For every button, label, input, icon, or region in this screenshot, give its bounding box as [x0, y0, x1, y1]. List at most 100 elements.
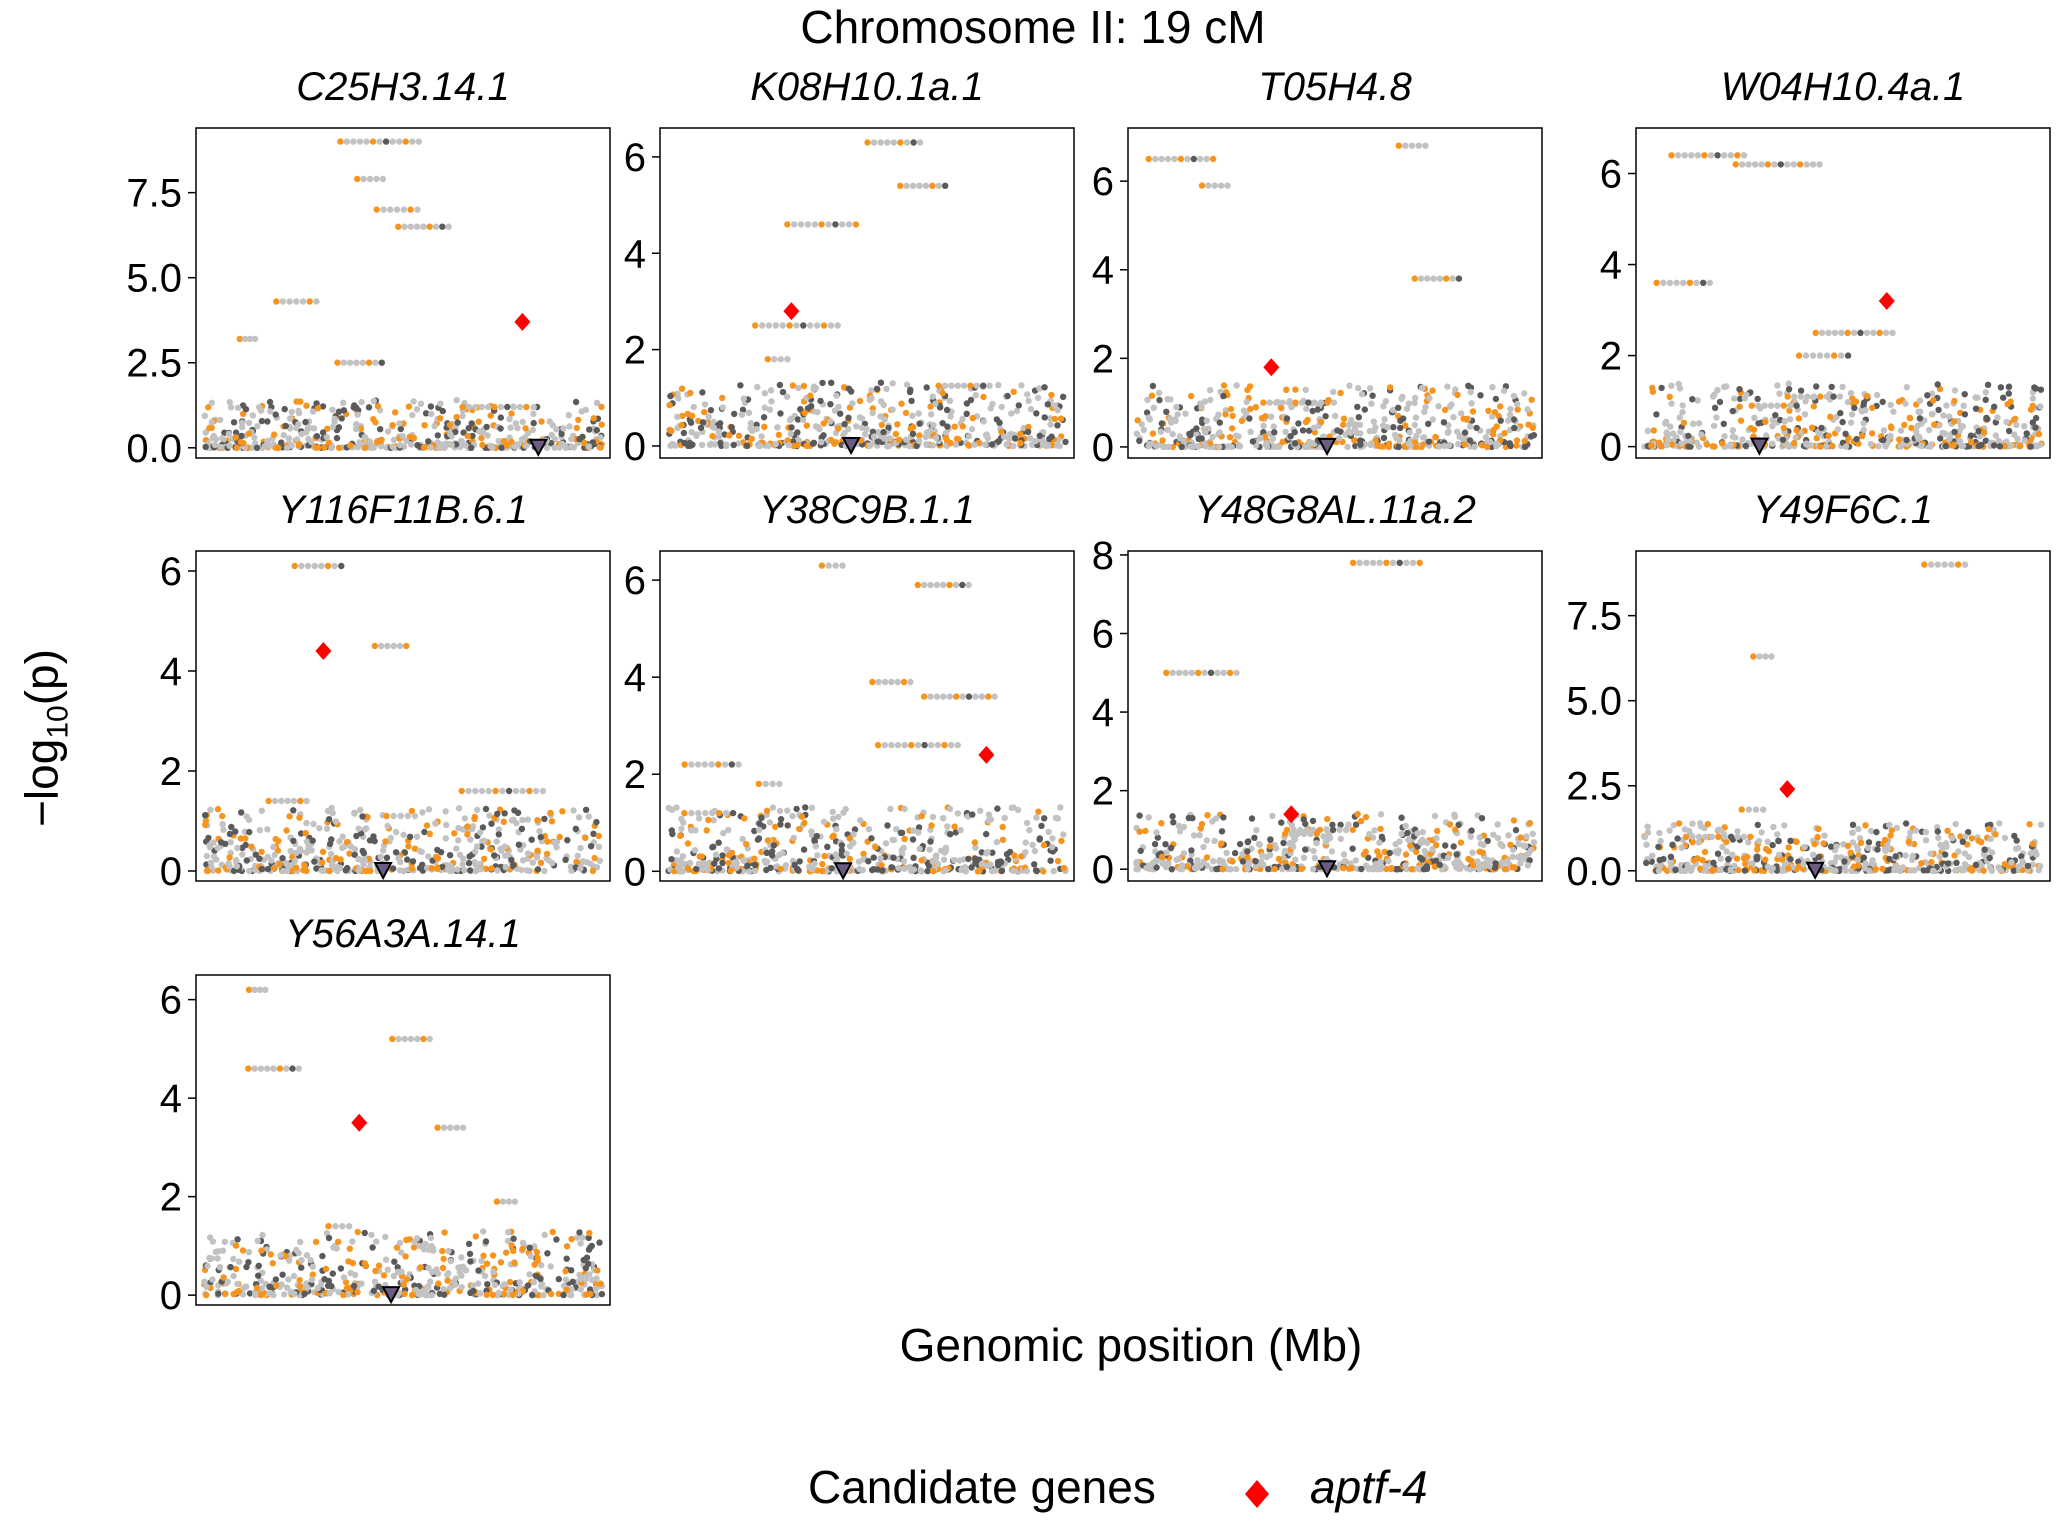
data-point	[1995, 864, 2002, 871]
data-point	[486, 812, 493, 819]
data-point	[1941, 430, 1949, 437]
data-point	[1986, 854, 1993, 862]
data-point	[475, 418, 482, 425]
data-point	[942, 867, 949, 874]
data-point	[1860, 854, 1868, 861]
data-point	[977, 807, 984, 814]
data-point	[1371, 827, 1378, 834]
data-point	[797, 406, 804, 413]
data-point	[1787, 837, 1794, 844]
peak-point	[967, 382, 974, 389]
peak-point	[1281, 830, 1289, 838]
data-point	[347, 442, 354, 449]
data-point	[454, 866, 461, 873]
peak-point	[901, 741, 908, 749]
data-point	[1405, 440, 1413, 447]
data-point	[766, 819, 774, 826]
data-point	[508, 856, 515, 864]
data-point	[1228, 443, 1235, 451]
data-point	[1144, 396, 1151, 403]
data-point	[1287, 433, 1294, 440]
peak-point	[681, 761, 688, 768]
peak-point	[1734, 833, 1741, 840]
data-point	[995, 438, 1002, 445]
data-point	[301, 862, 308, 869]
data-point	[1525, 850, 1532, 857]
data-point	[226, 830, 234, 838]
data-point	[1425, 438, 1433, 445]
data-point	[1022, 839, 1029, 846]
data-point	[1848, 411, 1856, 418]
data-point	[1869, 404, 1876, 411]
peak-point	[900, 678, 908, 686]
data-point	[1352, 857, 1360, 864]
data-point	[800, 416, 807, 423]
data-point	[1142, 827, 1149, 835]
data-point	[303, 402, 310, 409]
data-point	[1260, 422, 1267, 429]
data-point	[1903, 436, 1910, 444]
data-point	[1396, 838, 1403, 845]
data-point	[405, 403, 413, 410]
data-point	[1317, 418, 1325, 425]
data-point	[1807, 442, 1815, 449]
data-point	[1175, 855, 1183, 862]
data-point	[1736, 386, 1743, 393]
panel-Y49F6C.1: Y49F6C.10.02.55.07.5	[1566, 488, 2051, 894]
data-point	[267, 408, 274, 415]
data-point	[1669, 430, 1677, 437]
data-point	[1875, 443, 1882, 450]
data-point	[1997, 384, 2005, 391]
data-point	[1714, 850, 1722, 857]
data-point	[1151, 840, 1159, 848]
data-point	[808, 402, 815, 410]
peak-point	[723, 809, 730, 817]
data-point	[890, 854, 897, 861]
peak-point	[414, 206, 421, 213]
data-point	[1248, 815, 1256, 822]
data-point	[1897, 427, 1905, 434]
data-point	[1036, 836, 1043, 843]
peak-point	[1340, 421, 1347, 428]
data-point	[1884, 439, 1891, 447]
panel-title: Y56A3A.14.1	[285, 912, 521, 956]
data-point	[360, 861, 367, 868]
data-point	[234, 404, 242, 411]
data-point	[272, 835, 279, 843]
peak-point	[1402, 142, 1409, 149]
data-point	[595, 832, 602, 840]
data-point	[377, 437, 384, 445]
peak-point	[921, 741, 928, 749]
data-point	[1266, 843, 1274, 850]
data-point	[1222, 411, 1229, 418]
data-point	[1885, 434, 1893, 441]
data-point	[1695, 420, 1703, 427]
data-point	[1839, 383, 1846, 391]
data-point	[335, 408, 343, 415]
data-point	[280, 867, 287, 875]
data-point	[1863, 393, 1871, 400]
data-point	[593, 864, 601, 871]
data-point	[1054, 407, 1061, 414]
data-point	[942, 844, 950, 851]
data-point	[264, 418, 271, 425]
data-point	[530, 410, 537, 418]
peak-point	[1383, 559, 1390, 566]
gene-position-marker	[841, 436, 861, 456]
peak-point	[343, 138, 351, 145]
y-tick-label: 0	[624, 850, 646, 894]
peak-point	[397, 812, 404, 820]
data-point	[800, 846, 808, 853]
data-point	[761, 390, 769, 397]
data-point	[982, 441, 989, 448]
data-point	[373, 1238, 380, 1245]
data-point	[2005, 390, 2013, 397]
data-point	[1511, 864, 1518, 871]
data-point	[230, 867, 238, 875]
panel-title: Y38C9B.1.1	[759, 488, 975, 532]
data-point	[690, 403, 697, 411]
data-point	[924, 867, 931, 875]
data-point	[946, 805, 954, 812]
